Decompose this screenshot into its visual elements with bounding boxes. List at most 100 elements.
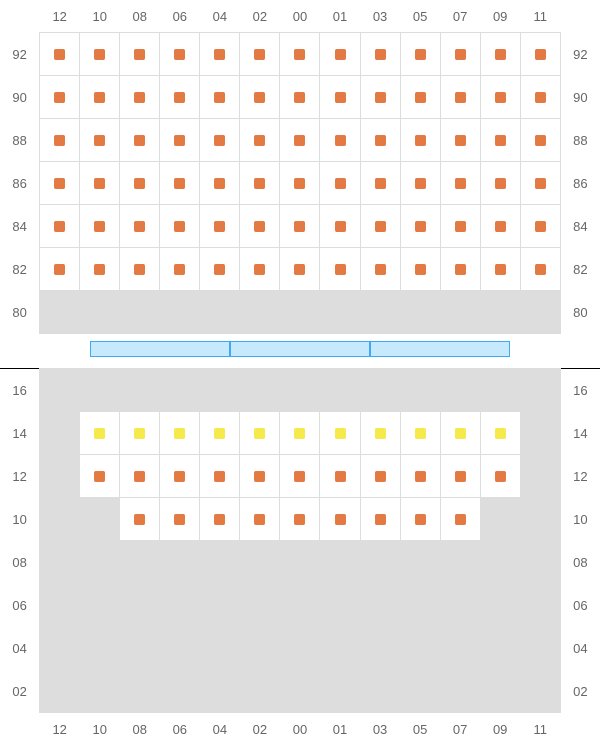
seat-cell[interactable] <box>400 119 440 162</box>
seat-cell[interactable] <box>360 455 400 498</box>
seat-cell[interactable] <box>440 205 480 248</box>
seat-cell[interactable] <box>520 248 560 291</box>
seat-cell[interactable] <box>320 412 360 455</box>
seat-cell[interactable] <box>400 455 440 498</box>
seat-cell[interactable] <box>240 33 280 76</box>
seat-cell[interactable] <box>320 33 360 76</box>
seat-cell[interactable] <box>80 76 120 119</box>
seat-cell[interactable] <box>320 205 360 248</box>
seat-cell[interactable] <box>360 162 400 205</box>
seat-cell[interactable] <box>120 498 160 541</box>
seat-cell[interactable] <box>520 119 560 162</box>
seat-cell[interactable] <box>80 248 120 291</box>
seat-cell[interactable] <box>400 162 440 205</box>
seat-cell[interactable] <box>480 248 520 291</box>
seat-cell[interactable] <box>360 76 400 119</box>
seat-cell[interactable] <box>80 162 120 205</box>
seat-cell[interactable] <box>360 498 400 541</box>
seat-cell[interactable] <box>240 455 280 498</box>
seat-cell[interactable] <box>520 162 560 205</box>
seat-cell[interactable] <box>120 33 160 76</box>
seat-cell[interactable] <box>320 498 360 541</box>
seat-cell[interactable] <box>80 205 120 248</box>
seat-cell[interactable] <box>80 412 120 455</box>
seat-cell[interactable] <box>240 498 280 541</box>
seat-cell[interactable] <box>200 76 240 119</box>
seat-cell[interactable] <box>120 455 160 498</box>
seat-cell[interactable] <box>280 33 320 76</box>
seat-cell[interactable] <box>480 119 520 162</box>
seat-cell[interactable] <box>200 498 240 541</box>
seat-cell[interactable] <box>440 33 480 76</box>
seat-cell[interactable] <box>440 119 480 162</box>
seat-cell[interactable] <box>480 33 520 76</box>
seat-cell[interactable] <box>280 455 320 498</box>
seat-cell[interactable] <box>240 119 280 162</box>
seat-cell[interactable] <box>120 205 160 248</box>
seat-cell[interactable] <box>80 119 120 162</box>
seat-cell[interactable] <box>520 33 560 76</box>
seat-cell[interactable] <box>200 412 240 455</box>
seat-cell[interactable] <box>440 248 480 291</box>
seat-cell[interactable] <box>440 412 480 455</box>
seat-cell[interactable] <box>480 205 520 248</box>
seat-cell[interactable] <box>280 248 320 291</box>
seat-cell[interactable] <box>520 76 560 119</box>
seat-cell[interactable] <box>120 76 160 119</box>
seat-cell[interactable] <box>40 162 80 205</box>
seat-cell[interactable] <box>120 119 160 162</box>
seat-cell[interactable] <box>440 76 480 119</box>
seat-cell[interactable] <box>280 498 320 541</box>
seat-cell[interactable] <box>160 119 200 162</box>
seat-cell[interactable] <box>160 412 200 455</box>
seat-cell[interactable] <box>120 248 160 291</box>
seat-cell[interactable] <box>160 162 200 205</box>
seat-cell[interactable] <box>200 455 240 498</box>
seat-cell[interactable] <box>440 498 480 541</box>
seat-cell[interactable] <box>280 162 320 205</box>
seat-cell[interactable] <box>360 412 400 455</box>
seat-cell[interactable] <box>200 119 240 162</box>
seat-cell[interactable] <box>480 455 520 498</box>
seat-cell[interactable] <box>400 412 440 455</box>
seat-cell[interactable] <box>320 248 360 291</box>
seat-cell[interactable] <box>400 205 440 248</box>
seat-cell[interactable] <box>440 162 480 205</box>
seat-cell[interactable] <box>400 498 440 541</box>
seat-cell[interactable] <box>160 498 200 541</box>
seat-cell[interactable] <box>40 76 80 119</box>
seat-cell[interactable] <box>280 76 320 119</box>
seat-cell[interactable] <box>280 412 320 455</box>
seat-cell[interactable] <box>240 205 280 248</box>
seat-cell[interactable] <box>160 248 200 291</box>
seat-cell[interactable] <box>160 33 200 76</box>
seat-cell[interactable] <box>120 412 160 455</box>
seat-cell[interactable] <box>120 162 160 205</box>
seat-cell[interactable] <box>400 33 440 76</box>
seat-cell[interactable] <box>320 162 360 205</box>
seat-cell[interactable] <box>240 162 280 205</box>
seat-cell[interactable] <box>480 412 520 455</box>
seat-cell[interactable] <box>400 76 440 119</box>
seat-cell[interactable] <box>160 455 200 498</box>
seat-cell[interactable] <box>240 412 280 455</box>
seat-cell[interactable] <box>280 205 320 248</box>
seat-cell[interactable] <box>320 76 360 119</box>
seat-cell[interactable] <box>240 76 280 119</box>
seat-cell[interactable] <box>440 455 480 498</box>
seat-cell[interactable] <box>40 33 80 76</box>
seat-cell[interactable] <box>80 33 120 76</box>
seat-cell[interactable] <box>360 248 400 291</box>
seat-cell[interactable] <box>80 455 120 498</box>
seat-cell[interactable] <box>360 205 400 248</box>
seat-cell[interactable] <box>40 205 80 248</box>
seat-cell[interactable] <box>200 248 240 291</box>
seat-cell[interactable] <box>480 76 520 119</box>
seat-cell[interactable] <box>320 455 360 498</box>
seat-cell[interactable] <box>360 33 400 76</box>
seat-cell[interactable] <box>160 205 200 248</box>
seat-cell[interactable] <box>200 205 240 248</box>
seat-cell[interactable] <box>40 119 80 162</box>
seat-cell[interactable] <box>240 248 280 291</box>
seat-cell[interactable] <box>520 205 560 248</box>
